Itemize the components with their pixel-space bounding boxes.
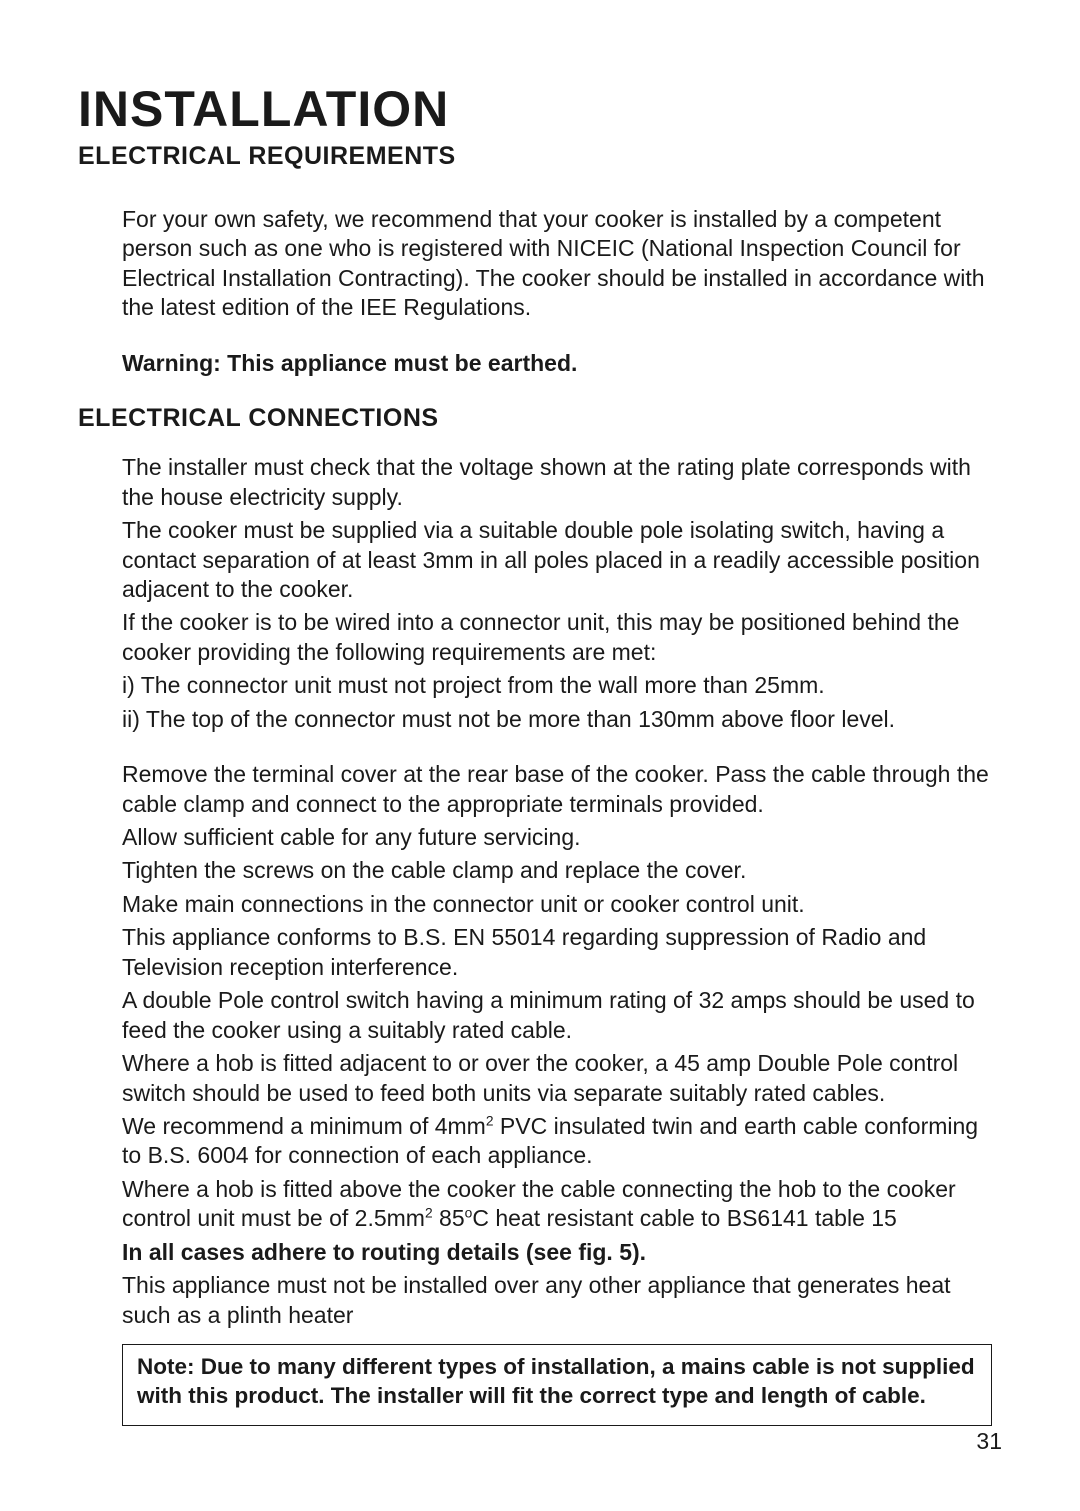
routing-bold-line: In all cases adhere to routing details (… bbox=[122, 1238, 992, 1267]
note-box: Note: Due to many different types of ins… bbox=[122, 1344, 992, 1426]
conn-para-12c: C heat resistant cable to BS6141 table 1… bbox=[472, 1205, 897, 1231]
conn-para-5: Allow sufficient cable for any future se… bbox=[122, 823, 992, 852]
conn-para-9: A double Pole control switch having a mi… bbox=[122, 986, 992, 1045]
conn-list-item-2: ii) The top of the connector must not be… bbox=[122, 705, 992, 734]
conn-para-12: Where a hob is fitted above the cooker t… bbox=[122, 1175, 992, 1234]
document-page: INSTALLATION ELECTRICAL REQUIREMENTS For… bbox=[0, 0, 1080, 1511]
conn-para-11: We recommend a minimum of 4mm2 PVC insul… bbox=[122, 1112, 992, 1171]
conn-para-4: Remove the terminal cover at the rear ba… bbox=[122, 760, 992, 819]
conn-para-10: Where a hob is fitted adjacent to or ove… bbox=[122, 1049, 992, 1108]
conn-para-13: This appliance must not be installed ove… bbox=[122, 1271, 992, 1330]
intro-paragraph: For your own safety, we recommend that y… bbox=[122, 205, 992, 323]
conn-para-3: If the cooker is to be wired into a conn… bbox=[122, 608, 992, 667]
conn-para-1: The installer must check that the voltag… bbox=[122, 453, 992, 512]
earthed-warning: Warning: This appliance must be earthed. bbox=[122, 349, 992, 378]
page-number: 31 bbox=[976, 1428, 1002, 1455]
conn-para-8: This appliance conforms to B.S. EN 55014… bbox=[122, 923, 992, 982]
conn-para-2: The cooker must be supplied via a suitab… bbox=[122, 516, 992, 604]
requirements-body: For your own safety, we recommend that y… bbox=[78, 205, 1002, 378]
connections-body: The installer must check that the voltag… bbox=[78, 453, 1002, 1425]
note-text: Note: Due to many different types of ins… bbox=[137, 1353, 977, 1411]
conn-para-11a: We recommend a minimum of 4mm bbox=[122, 1113, 486, 1139]
conn-para-12b: 85 bbox=[433, 1205, 465, 1231]
section-heading-electrical-requirements: ELECTRICAL REQUIREMENTS bbox=[78, 142, 1002, 171]
section-heading-electrical-connections: ELECTRICAL CONNECTIONS bbox=[78, 404, 1002, 433]
superscript-2b: 2 bbox=[425, 1206, 433, 1221]
conn-para-6: Tighten the screws on the cable clamp an… bbox=[122, 856, 992, 885]
page-title: INSTALLATION bbox=[78, 80, 1002, 138]
conn-para-7: Make main connections in the connector u… bbox=[122, 890, 992, 919]
superscript-2: 2 bbox=[486, 1113, 494, 1128]
conn-list-item-1: i) The connector unit must not project f… bbox=[122, 671, 992, 700]
